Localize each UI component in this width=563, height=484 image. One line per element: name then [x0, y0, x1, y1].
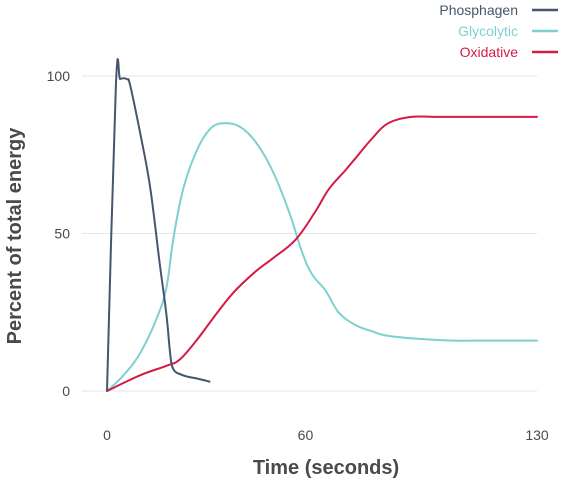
- y-axis-title: Percent of total energy: [4, 127, 26, 345]
- legend-label-phosphagen: Phosphagen: [439, 2, 518, 18]
- x-tick-label: 60: [298, 427, 314, 443]
- grid-lines: [82, 75, 537, 392]
- x-axis-title: Time (seconds): [253, 457, 399, 479]
- series-line-oxidative: [106, 115, 538, 392]
- series-line-glycolytic: [106, 122, 538, 392]
- y-axis-ticks: 0 50 100: [47, 68, 71, 399]
- y-tick-label: 0: [62, 383, 70, 399]
- legend-label-oxidative: Oxidative: [460, 44, 519, 60]
- legend-label-glycolytic: Glycolytic: [458, 23, 518, 39]
- series-lines: [106, 58, 538, 392]
- x-tick-label: 0: [103, 427, 111, 443]
- x-axis-ticks: 0 60 130: [103, 427, 549, 443]
- y-tick-label: 100: [47, 68, 71, 84]
- y-tick-label: 50: [54, 226, 70, 242]
- x-tick-label: 130: [525, 427, 549, 443]
- legend: Phosphagen Glycolytic Oxidative: [439, 2, 558, 60]
- series-line-phosphagen: [106, 58, 211, 392]
